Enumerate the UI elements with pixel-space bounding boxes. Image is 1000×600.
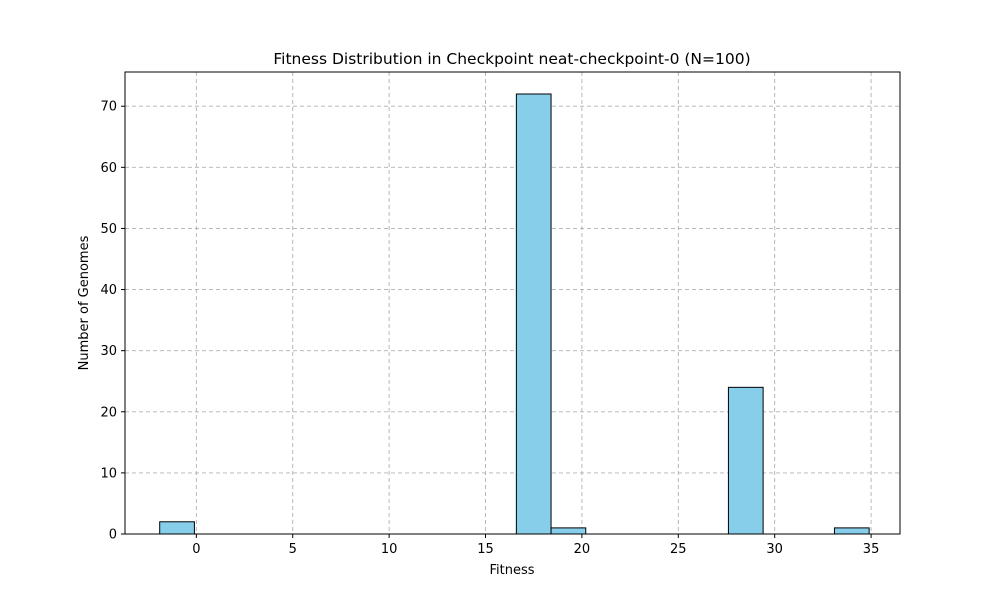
chart-title: Fitness Distribution in Checkpoint neat-… <box>273 50 750 68</box>
histogram-bar <box>159 521 195 535</box>
tick-marks: 0 5 10 15 20 25 30 35 0 10 20 30 40 50 60 70 <box>100 100 879 557</box>
y-tick-label: 20 <box>100 405 117 420</box>
x-tick-label: 30 <box>766 542 783 557</box>
y-tick-label: 60 <box>100 161 117 176</box>
histogram-bar <box>515 93 552 535</box>
x-axis-label: Fitness <box>489 563 534 578</box>
x-tick-label: 10 <box>381 542 398 557</box>
x-tick-label: 20 <box>574 542 591 557</box>
y-axis-label: Number of Genomes <box>77 235 92 370</box>
histogram-bar <box>833 527 870 535</box>
y-tick-label: 10 <box>100 466 117 481</box>
histogram-bars <box>159 93 870 535</box>
x-tick-label: 0 <box>192 542 200 557</box>
y-tick-label: 40 <box>100 283 117 298</box>
y-tick-label: 50 <box>100 222 117 237</box>
y-tick-label: 30 <box>100 344 117 359</box>
x-tick-label: 15 <box>477 542 494 557</box>
axes <box>124 71 901 535</box>
histogram-bar <box>550 527 587 535</box>
plot-frame <box>124 71 901 535</box>
grid-lines <box>125 72 900 535</box>
x-tick-label: 25 <box>670 542 687 557</box>
y-tick-label: 70 <box>100 100 117 115</box>
histogram-bar <box>727 386 764 535</box>
y-tick-label: 0 <box>109 528 117 543</box>
x-tick-label: 35 <box>863 542 880 557</box>
x-tick-label: 5 <box>289 542 297 557</box>
